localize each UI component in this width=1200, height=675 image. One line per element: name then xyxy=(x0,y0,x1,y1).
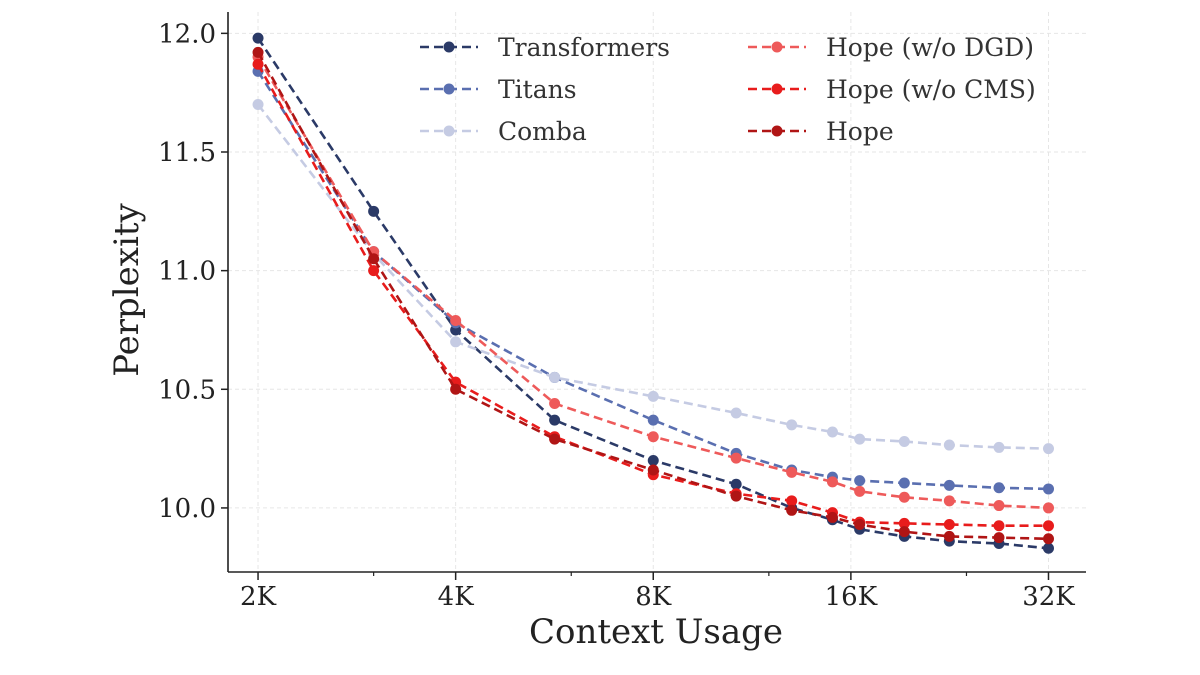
axes xyxy=(221,12,1086,580)
data-point xyxy=(450,314,462,326)
legend-marker xyxy=(771,125,783,137)
series-5 xyxy=(252,46,1054,545)
data-point xyxy=(826,511,838,523)
data-point xyxy=(730,452,742,464)
legend-item: Hope xyxy=(748,117,894,146)
legend-marker xyxy=(771,83,783,95)
legend-item: Hope (w/o CMS) xyxy=(748,75,1036,104)
data-point xyxy=(730,478,742,490)
data-point xyxy=(647,464,659,476)
legend-label: Titans xyxy=(498,75,577,104)
x-tick-label: 16K xyxy=(825,582,878,612)
y-tick-label: 10.5 xyxy=(158,375,216,405)
data-point xyxy=(1042,443,1054,455)
data-point xyxy=(1042,483,1054,495)
data-point xyxy=(450,383,462,395)
y-tick-label: 12.0 xyxy=(158,19,216,49)
data-point xyxy=(368,205,380,217)
legend-item: Hope (w/o DGD) xyxy=(748,33,1034,62)
data-point xyxy=(826,476,838,488)
data-point xyxy=(993,500,1005,512)
x-tick-label: 32K xyxy=(1022,582,1075,612)
y-tick-label: 11.0 xyxy=(158,257,216,287)
data-point xyxy=(1042,502,1054,514)
data-point xyxy=(647,390,659,402)
legend-label: Hope (w/o DGD) xyxy=(826,33,1034,62)
data-point xyxy=(730,490,742,502)
data-point xyxy=(647,431,659,443)
legend-label: Hope (w/o CMS) xyxy=(826,75,1036,104)
y-tick-label: 11.5 xyxy=(158,138,216,168)
data-point xyxy=(549,433,561,445)
data-point xyxy=(1042,533,1054,545)
legend-marker xyxy=(443,41,455,53)
legend-marker xyxy=(771,41,783,53)
legend-label: Hope xyxy=(826,117,894,146)
data-point xyxy=(252,32,264,44)
data-point xyxy=(898,517,910,529)
x-tick-label: 2K xyxy=(240,582,277,612)
y-axis-label: Perplexity xyxy=(107,203,147,377)
data-point xyxy=(943,439,955,451)
data-point xyxy=(786,419,798,431)
data-point xyxy=(549,414,561,426)
data-point xyxy=(786,495,798,507)
x-tick-label: 8K xyxy=(635,582,672,612)
data-point xyxy=(943,519,955,531)
legend-label: Comba xyxy=(498,117,587,146)
data-point xyxy=(993,520,1005,532)
legend-item: Titans xyxy=(420,75,577,104)
data-point xyxy=(993,482,1005,494)
data-point xyxy=(854,475,866,487)
legend-label: Transformers xyxy=(498,33,670,62)
data-point xyxy=(1042,542,1054,554)
data-point xyxy=(368,265,380,277)
data-point xyxy=(943,530,955,542)
data-point xyxy=(549,371,561,383)
data-point xyxy=(647,454,659,466)
data-point xyxy=(854,519,866,531)
x-axis-label: Context Usage xyxy=(529,612,783,652)
data-point xyxy=(730,407,742,419)
data-point xyxy=(368,253,380,265)
data-point xyxy=(993,441,1005,453)
data-point xyxy=(898,435,910,447)
data-point xyxy=(647,414,659,426)
data-point xyxy=(898,526,910,538)
legend-marker xyxy=(443,83,455,95)
data-point xyxy=(943,495,955,507)
y-tick-label: 10.0 xyxy=(158,494,216,524)
legend-marker xyxy=(443,125,455,137)
data-point xyxy=(943,479,955,491)
data-point xyxy=(826,426,838,438)
data-point xyxy=(898,477,910,489)
data-point xyxy=(786,504,798,516)
data-point xyxy=(854,433,866,445)
x-tick-label: 4K xyxy=(438,582,475,612)
tick-labels: 10.0 10.5 11.0 11.5 12.0 2K 4K 8K 16K 32K xyxy=(158,19,1075,612)
data-point xyxy=(854,485,866,497)
data-point xyxy=(252,99,264,111)
legend: Transformers Titans Comba Hope (w/o DGD) Hop… xyxy=(420,33,1036,146)
data-point xyxy=(993,532,1005,544)
data-point xyxy=(450,336,462,348)
legend-item: Comba xyxy=(420,117,587,146)
data-point xyxy=(549,398,561,410)
series-lines xyxy=(252,32,1054,554)
data-point xyxy=(786,466,798,478)
data-point xyxy=(1042,520,1054,532)
data-point xyxy=(252,46,264,58)
data-point xyxy=(252,58,264,70)
legend-item: Transformers xyxy=(420,33,670,62)
data-point xyxy=(898,491,910,503)
